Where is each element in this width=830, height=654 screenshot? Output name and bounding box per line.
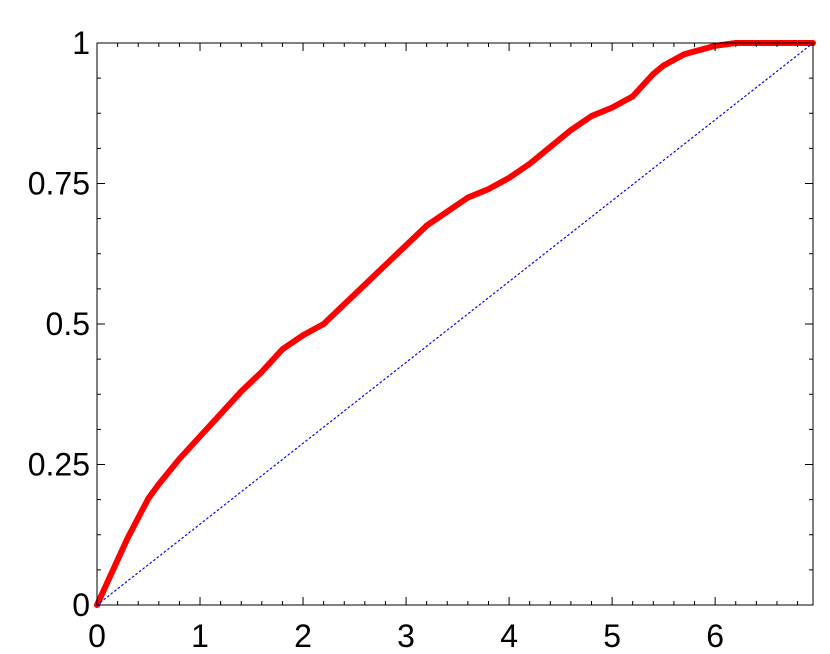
y-tick-label: 0.25 xyxy=(28,447,90,483)
y-tick-label: 0.75 xyxy=(28,166,90,202)
ticks-layer xyxy=(96,42,813,606)
y-tick-label: 0.5 xyxy=(46,306,90,342)
x-tick-label: 1 xyxy=(191,618,209,654)
x-tick-label: 6 xyxy=(706,618,724,654)
x-tick-label: 3 xyxy=(397,618,415,654)
series-layer xyxy=(94,40,816,608)
x-tick-label: 5 xyxy=(603,618,621,654)
x-tick-label: 4 xyxy=(500,618,518,654)
y-tick-label: 1 xyxy=(72,25,90,61)
reference-line xyxy=(96,42,814,606)
series-line-0 xyxy=(94,40,816,608)
x-tick-label: 2 xyxy=(294,618,312,654)
tick-labels: 0 1 2 3 4 5 6 0 0.25 0.5 0.75 1 xyxy=(28,25,724,654)
x-tick-label: 0 xyxy=(88,618,106,654)
y-tick-label: 0 xyxy=(72,587,90,623)
